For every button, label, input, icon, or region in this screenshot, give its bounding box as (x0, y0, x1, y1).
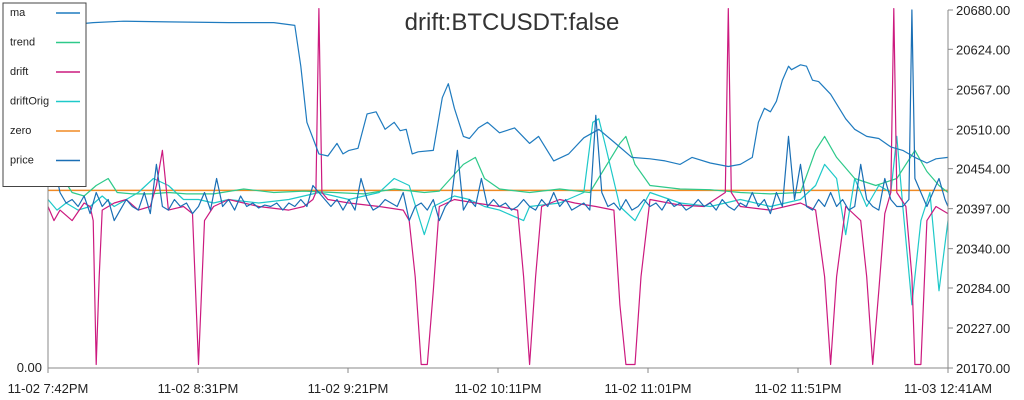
right-tick-label: 20680.00 (956, 3, 1010, 18)
right-tick-label: 20284.00 (956, 281, 1010, 296)
right-tick-label: 20170.00 (956, 361, 1010, 376)
right-tick-label: 20510.00 (956, 122, 1010, 137)
right-tick-label: 20227.00 (956, 321, 1010, 336)
x-tick-label: 11-03 12:41AM (904, 381, 992, 396)
legend-label-price: price (10, 155, 34, 167)
legend-label-trend: trend (10, 37, 35, 49)
series-line-ma (47, 20, 949, 168)
legend-box (2, 2, 87, 187)
chart-title: drift:BTCUSDT:false (405, 9, 620, 36)
legend-label-ma: ma (10, 7, 26, 19)
right-tick-label: 20340.00 (956, 242, 1010, 257)
series-line-price (47, 9, 949, 222)
left-axis-ticks: 0.00 (17, 360, 42, 375)
x-tick-label: 11-02 11:01PM (605, 381, 692, 396)
legend-label-drift: drift (10, 66, 28, 78)
x-tick-label: 11-02 8:31PM (158, 381, 239, 396)
x-tick-label: 11-02 11:51PM (755, 381, 842, 396)
series-line-drift (47, 8, 949, 366)
left-tick-label: 0.00 (17, 360, 42, 375)
right-tick-label: 20454.00 (956, 162, 1010, 177)
legend-label-driftOrig: driftOrig (10, 96, 49, 108)
legend-label-zero: zero (10, 125, 31, 137)
right-tick-label: 20624.00 (956, 42, 1010, 57)
right-tick-label: 20567.00 (956, 82, 1010, 97)
x-tick-label: 11-02 7:42PM (8, 381, 89, 396)
legend: ma trend drift driftOrig zero price (2, 2, 87, 187)
x-tick-label: 11-02 10:11PM (455, 381, 542, 396)
right-axis-ticks: 20680.00 20624.00 20567.00 20510.00 20454.00… (948, 3, 1010, 376)
series-lines (47, 8, 949, 366)
series-line-driftOrig (47, 118, 949, 306)
x-axis-ticks: 11-02 7:42PM 11-02 8:31PM 11-02 9:21PM 11-0… (8, 368, 992, 396)
x-tick-label: 11-02 9:21PM (308, 381, 389, 396)
series-line-trend (47, 135, 949, 197)
right-tick-label: 20397.00 (956, 202, 1010, 217)
